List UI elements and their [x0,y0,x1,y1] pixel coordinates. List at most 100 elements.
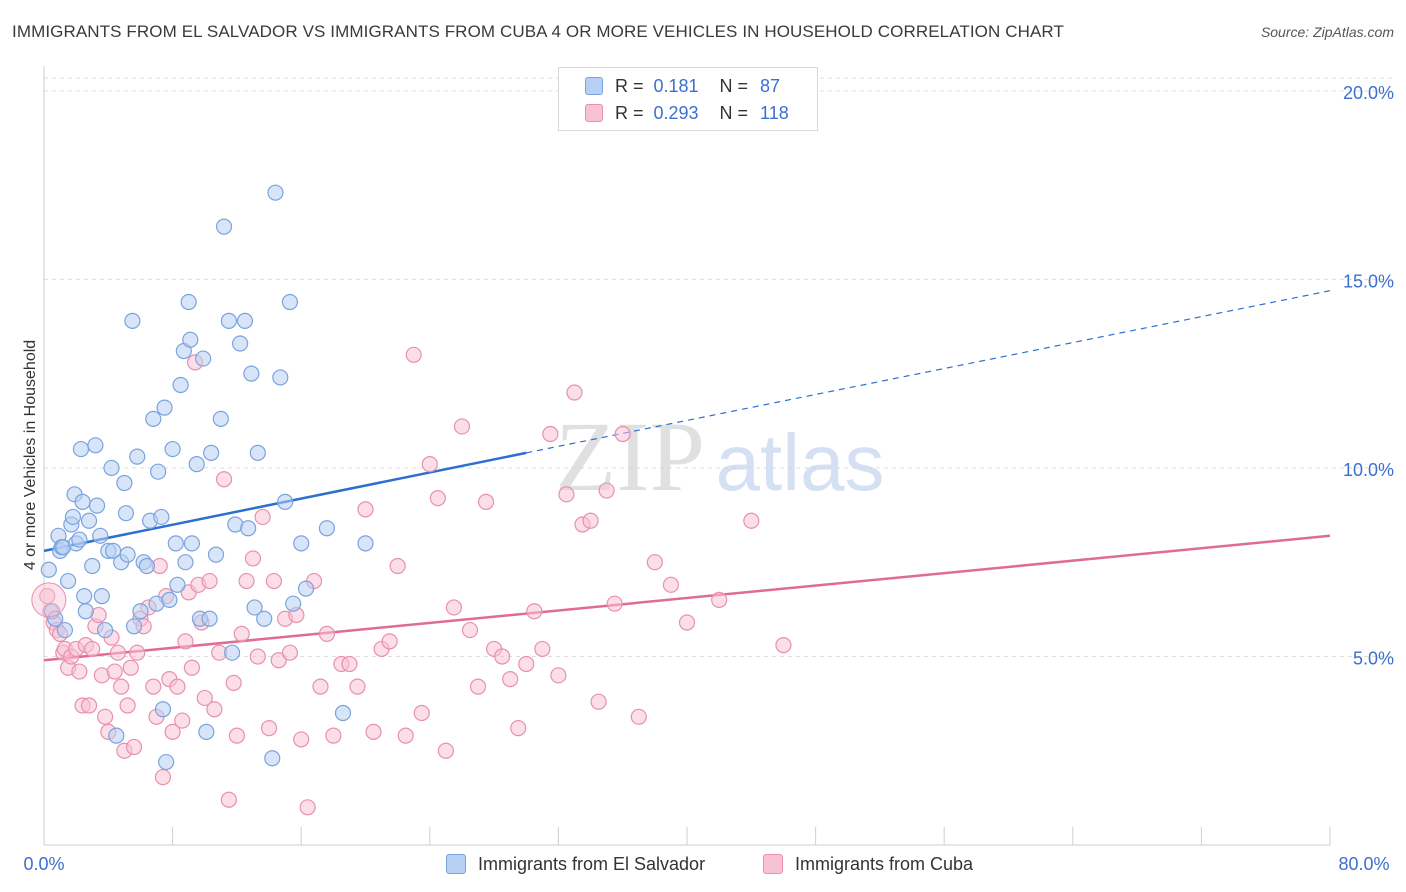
point-el-salvador [116,474,133,492]
point-cuba [477,493,495,510]
point-cuba [122,659,139,676]
point-el-salvador [281,293,299,311]
point-el-salvador [203,444,220,461]
point-el-salvador [293,535,310,552]
chart-title: IMMIGRANTS FROM EL SALVADOR VS IMMIGRANT… [12,22,1064,41]
point-cuba [469,678,487,695]
point-cuba [270,652,287,669]
point-cuba [502,670,519,688]
point-el-salvador [132,603,149,620]
point-cuba [461,621,479,639]
point-el-salvador [84,557,101,575]
point-el-salvador [167,535,184,552]
legend-row-cuba: R = 0.293 N = 118 [585,100,789,126]
point-el-salvador [182,331,199,348]
y-tick-label: 10.0% [1343,460,1394,480]
watermark-atlas: atlas [716,418,885,507]
point-el-salvador [153,508,170,526]
point-el-salvador [92,527,109,544]
point-cuba [775,637,792,654]
point-el-salvador [232,335,249,352]
point-el-salvador [117,505,135,522]
point-cuba [125,738,143,756]
point-cuba [590,693,607,710]
point-cuba [201,572,218,590]
legend-n-label: N = [719,102,749,123]
point-cuba [154,769,172,786]
point-el-salvador [272,369,289,386]
point-el-salvador [169,576,186,593]
point-el-salvador [124,312,141,329]
watermark: ZIP atlas [555,401,884,512]
point-cuba [312,678,329,695]
x-tick-label: 80.0% [1338,854,1389,874]
point-cuba [413,704,430,722]
point-el-salvador [161,591,178,609]
point-cuba [614,425,631,443]
point-cuba [550,667,567,684]
point-el-salvador [198,723,215,740]
point-cuba [254,508,271,526]
point-el-salvador [277,493,294,510]
point-cuba [71,663,88,680]
point-el-salvador [334,704,352,722]
point-cuba [534,640,551,658]
point-cuba [678,614,696,631]
legend-r-label: R = [615,102,644,123]
point-cuba [510,720,527,737]
point-el-salvador [256,610,273,627]
point-el-salvador [172,376,189,394]
x-tick-label: 0.0% [23,854,64,874]
point-el-salvador [207,546,225,563]
point-cuba [238,572,255,590]
point-el-salvador [246,599,263,616]
point-el-salvador [72,440,90,458]
point-cuba [119,697,136,714]
point-cuba [397,727,414,744]
correlation-legend: R = 0.181 N = 87 R = 0.293 N = 118 [558,67,818,131]
point-cuba [129,644,146,661]
point-cuba [84,640,101,658]
point-el-salvador [93,588,110,605]
point-el-salvador [177,554,194,571]
point-el-salvador [77,603,94,620]
data-points [31,184,792,816]
point-cuba [325,727,342,744]
y-axis-title: 4 or more Vehicles in Household [22,339,39,571]
point-el-salvador [180,293,197,311]
point-cluster-cuba [31,582,67,618]
point-cuba [293,731,310,748]
bottom-legend-el-salvador: Immigrants from El Salvador [446,851,705,877]
point-el-salvador [96,621,114,639]
legend-n-label: N = [719,75,749,96]
point-cuba [265,572,282,590]
point-el-salvador [201,610,218,627]
point-cuba [341,655,358,673]
point-el-salvador [264,750,281,767]
point-el-salvador [236,312,254,329]
point-el-salvador [156,399,173,416]
point-el-salvador [212,410,229,428]
point-el-salvador [145,410,162,428]
point-el-salvador [60,572,77,590]
point-el-salvador [150,463,167,480]
point-cuba [260,720,278,737]
point-cuba [225,674,242,691]
y-tick-label: 20.0% [1343,83,1394,103]
point-cuba [646,554,663,571]
point-el-salvador [74,493,91,510]
point-el-salvador [119,546,136,563]
point-cuba [743,512,760,529]
point-el-salvador [215,218,233,235]
legend-n-value: 87 [760,75,781,96]
point-cuba [215,471,233,488]
point-cuba [80,697,98,714]
point-cuba [558,486,575,503]
trend-line-el-salvador-extension [526,290,1331,454]
legend-row-el-salvador: R = 0.181 N = 87 [585,73,780,99]
point-cuba [445,599,463,616]
legend-swatch-pink [585,104,603,122]
point-cuba [164,723,181,740]
point-el-salvador [164,440,181,458]
point-cuba [249,648,266,665]
